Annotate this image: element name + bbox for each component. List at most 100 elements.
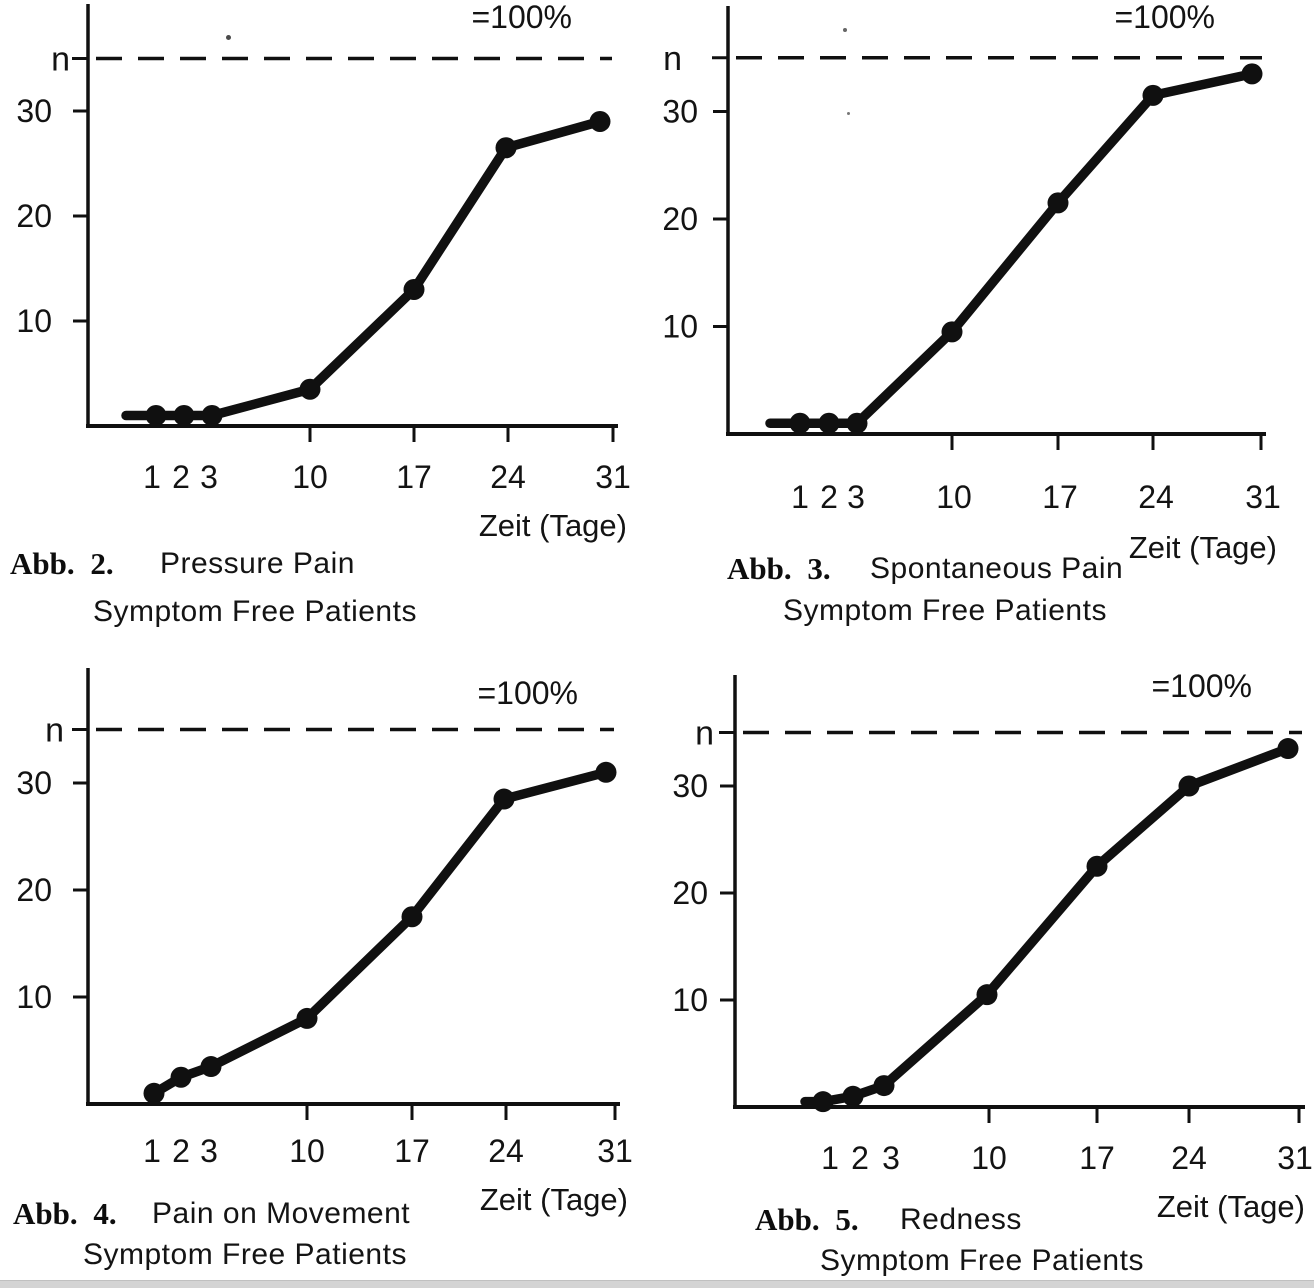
- data-point: [299, 378, 321, 400]
- y-tick-label: 20: [16, 198, 52, 234]
- y-tick-label: 20: [672, 875, 708, 911]
- scan-speck: [847, 112, 850, 115]
- data-point: [1178, 775, 1200, 797]
- x-tick-label: 10: [971, 1140, 1007, 1176]
- reference-label: =100%: [471, 0, 572, 35]
- y-axis-label: n: [45, 712, 64, 750]
- x-tick-label: 10: [289, 1133, 325, 1169]
- x-tick-label: 24: [1138, 479, 1174, 515]
- scan-speck: [843, 28, 847, 32]
- data-point: [842, 1085, 864, 1107]
- x-tick-label: 17: [394, 1133, 430, 1169]
- y-axis-label: n: [51, 41, 70, 79]
- chart-abb-2-pressure-pain: 10 20 30 n =100% 1 2 3 10 17 24 31 Zeit (Tage): [16, 0, 631, 543]
- data-point: [976, 984, 998, 1006]
- chart-abb-4-pain-on-movement: 10 20 30 n =100% 1 2 3 10 17 24 31 Zeit (Tage): [16, 668, 633, 1217]
- y-tick-label: 30: [16, 93, 52, 129]
- data-line: [121, 116, 605, 421]
- reference-label: =100%: [1114, 0, 1215, 35]
- data-line: [800, 743, 1293, 1107]
- data-point: [846, 412, 868, 434]
- data-point: [812, 1091, 834, 1113]
- x-axis-label: Zeit (Tage): [480, 1182, 628, 1217]
- y-tick-label: 20: [16, 872, 52, 908]
- data-point: [493, 788, 515, 810]
- y-tick-label: 10: [16, 303, 52, 339]
- figure-title-redness: Redness: [900, 1203, 1022, 1236]
- y-tick-label: 10: [16, 979, 52, 1015]
- figure-label-abb-3: Abb. 3.: [727, 551, 831, 586]
- x-tick-label: 1: [821, 1140, 839, 1176]
- x-tick-label: 24: [490, 459, 526, 495]
- y-tick-label: 30: [672, 768, 708, 804]
- data-point: [589, 111, 611, 132]
- data-point: [1086, 855, 1108, 877]
- data-point: [145, 405, 167, 426]
- x-tick-label: 17: [1042, 479, 1078, 515]
- x-tick-label: 3: [200, 459, 218, 495]
- data-point: [201, 405, 223, 426]
- x-axis-label: Zeit (Tage): [479, 508, 627, 543]
- x-tick-label: 2: [172, 1133, 190, 1169]
- x-tick-label: 31: [597, 1133, 633, 1169]
- data-point: [170, 1066, 192, 1088]
- y-tick-label: 30: [662, 94, 698, 130]
- data-point: [296, 1007, 318, 1029]
- data-point: [595, 761, 617, 783]
- x-tick-label: 10: [936, 479, 972, 515]
- figure-label-abb-5: Abb. 5.: [755, 1202, 859, 1237]
- scan-edge-bar: [0, 1280, 1314, 1288]
- x-tick-label: 31: [595, 459, 631, 495]
- data-point: [1047, 192, 1069, 214]
- figure-label-abb-2: Abb. 2.: [10, 546, 114, 581]
- x-tick-label: 2: [820, 479, 838, 515]
- y-tick-label: 20: [662, 201, 698, 237]
- y-axis-label: n: [663, 40, 682, 78]
- data-point: [401, 906, 423, 928]
- data-point: [173, 405, 195, 426]
- x-tick-label: 2: [172, 459, 190, 495]
- y-tick-label: 10: [672, 982, 708, 1018]
- x-tick-label: 2: [851, 1140, 869, 1176]
- x-tick-label: 1: [143, 1133, 161, 1169]
- data-point: [200, 1056, 222, 1078]
- x-tick-label: 31: [1277, 1140, 1313, 1176]
- x-tick-label: 3: [200, 1133, 218, 1169]
- data-line: [765, 69, 1257, 428]
- data-line: [149, 767, 611, 1099]
- chart-abb-3-spontaneous-pain: 10 20 30 n =100% 1 2 3 10 17 24 31 Zeit (Tage): [662, 0, 1281, 565]
- data-point: [818, 412, 840, 434]
- x-tick-label: 3: [882, 1140, 900, 1176]
- figure-label-abb-4: Abb. 4.: [13, 1196, 117, 1231]
- x-tick-label: 24: [1171, 1140, 1207, 1176]
- figure-title-spontaneous-pain: Spontaneous Pain: [870, 552, 1124, 585]
- scan-speck: [226, 35, 231, 40]
- x-axis-label: Zeit (Tage): [1129, 530, 1277, 565]
- y-tick-label: 30: [16, 765, 52, 801]
- figure-subtitle: Symptom Free Patients: [83, 1238, 407, 1271]
- figure-subtitle: Symptom Free Patients: [820, 1244, 1144, 1277]
- x-tick-label: 17: [396, 459, 432, 495]
- data-point: [941, 321, 963, 343]
- x-tick-label: 24: [488, 1133, 524, 1169]
- x-tick-label: 1: [791, 479, 809, 515]
- x-tick-label: 10: [292, 459, 328, 495]
- chart-abb-5-redness: 10 20 30 n =100% 1 2 3 10 17 24 31 Zeit (Tage): [672, 668, 1313, 1224]
- reference-label: =100%: [477, 675, 578, 711]
- y-tick-label: 10: [662, 309, 698, 345]
- figure-subtitle: Symptom Free Patients: [93, 595, 417, 628]
- figure-subtitle: Symptom Free Patients: [783, 594, 1107, 627]
- data-point: [1142, 84, 1164, 106]
- y-axis-label: n: [695, 715, 714, 753]
- data-point: [403, 279, 425, 300]
- data-point: [789, 412, 811, 434]
- data-point: [143, 1082, 165, 1104]
- x-tick-label: 31: [1245, 479, 1281, 515]
- reference-label: =100%: [1151, 668, 1252, 704]
- figure-title-pressure-pain: Pressure Pain: [160, 547, 355, 580]
- x-axis-label: Zeit (Tage): [1157, 1189, 1305, 1224]
- x-tick-label: 1: [143, 459, 161, 495]
- data-point: [873, 1075, 895, 1097]
- x-tick-label: 3: [847, 479, 865, 515]
